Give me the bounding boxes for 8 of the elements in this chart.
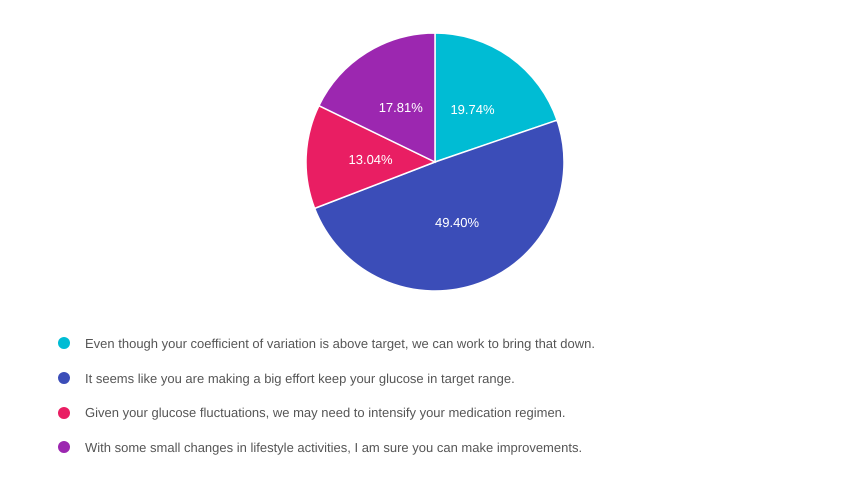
legend-label: Given your glucose fluctuations, we may need to intensify your medication regimen. — [85, 405, 566, 420]
data-label: 49.40% — [435, 215, 480, 230]
data-label: 13.04% — [348, 152, 394, 167]
legend-label: It seems like you are making a big effort keep your glucose in target range. — [85, 370, 515, 386]
data-label: 19.74% — [450, 102, 495, 118]
legend-label: With some small changes in lifestyle activities, I am sure you can make improvements. — [85, 440, 582, 455]
legend-label: Even though your coefficient of variation is above target, we can work to bring that down. — [85, 336, 595, 351]
data-label: 17.81% — [378, 100, 424, 115]
